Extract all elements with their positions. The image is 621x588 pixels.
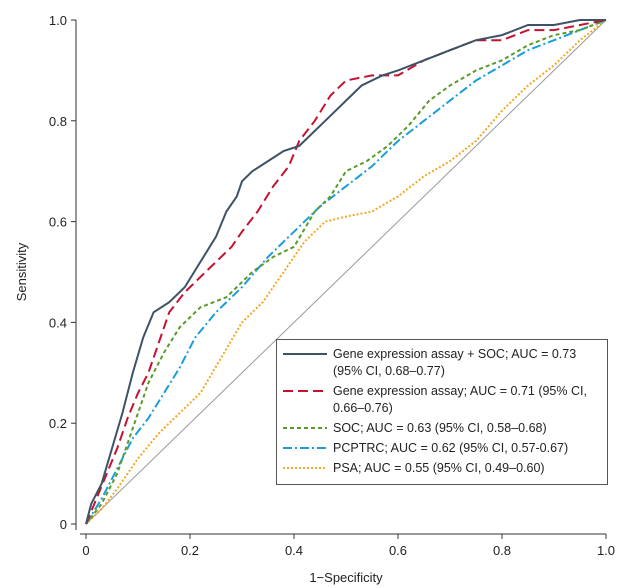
legend-label: PCPTRC; AUC = 0.62 (95% CI, 0.57-0.67) [333,441,569,455]
y-tick-label: 0.8 [49,114,67,129]
roc-curve [85,19,606,525]
x-tick-label: 0.2 [181,543,199,558]
y-axis-label: Sensitivity [14,242,29,301]
y-tick-label: 0.4 [49,315,67,330]
x-tick-label: 0.4 [285,543,303,558]
reference-line [85,19,607,525]
x-tick-label: 0.8 [493,543,511,558]
x-tick-label: 0.6 [389,543,407,558]
legend-swatch [283,447,327,449]
legend-label: Gene expression assay + SOC; AUC = 0.73 … [333,347,577,378]
y-tick-label: 1.0 [49,13,67,28]
legend-label: PSA; AUC = 0.55 (95% CI, 0.49–0.60) [333,461,545,475]
y-tick-label: 0.6 [49,215,67,230]
x-tick-label: 0 [82,543,89,558]
roc-curve [85,19,607,525]
legend-label: Gene expression assay; AUC = 0.71 (95% C… [333,384,587,415]
legend-entry: PSA; AUC = 0.55 (95% CI, 0.49–0.60) [283,460,601,477]
y-tick-label: 0.2 [49,416,67,431]
legend-entry: SOC; AUC = 0.63 (95% CI, 0.58–0.68) [283,420,601,437]
legend-swatch [283,427,327,429]
legend-entry: PCPTRC; AUC = 0.62 (95% CI, 0.57-0.67) [283,440,601,457]
legend-label: SOC; AUC = 0.63 (95% CI, 0.58–0.68) [333,421,547,435]
roc-curve [85,19,607,525]
roc-curve [85,19,607,525]
legend: Gene expression assay + SOC; AUC = 0.73 … [276,339,608,485]
legend-entry: Gene expression assay; AUC = 0.71 (95% C… [283,383,601,417]
legend-swatch [283,353,327,355]
legend-entry: Gene expression assay + SOC; AUC = 0.73 … [283,346,601,380]
x-tick-label: 1.0 [597,543,615,558]
y-tick-label: 0 [60,517,67,532]
legend-swatch [283,390,327,392]
legend-swatch [283,467,327,469]
x-axis-label: 1−Specificity [309,570,383,585]
roc-curve [85,19,607,525]
